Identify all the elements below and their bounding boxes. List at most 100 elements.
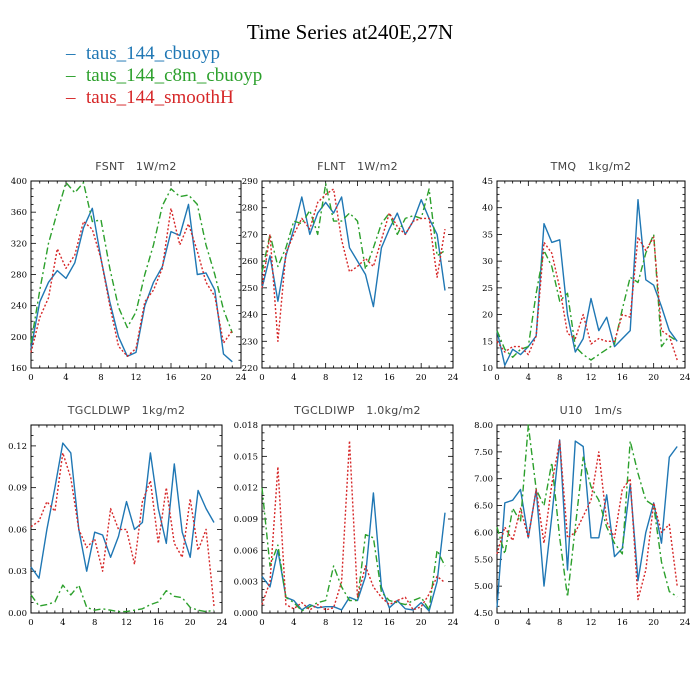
x-tick-label: 12: [586, 618, 597, 628]
x-tick-label: 24: [448, 373, 459, 383]
panel-title: TMQ 1kg/m2: [550, 160, 632, 173]
y-tick-label: 40: [482, 204, 493, 214]
y-tick-label: 360: [11, 208, 27, 218]
x-tick-label: 16: [384, 618, 395, 628]
y-tick-label: 0.003: [234, 578, 258, 588]
x-tick-label: 12: [352, 373, 363, 383]
x-tick-label: 8: [323, 618, 328, 628]
y-tick-label: 5.00: [474, 582, 493, 592]
y-tick-label: 0.006: [234, 546, 258, 556]
y-tick-label: 240: [11, 302, 27, 312]
series-line-taus-144-smoothh: [30, 452, 215, 607]
legend-item-c8m-cbuoyp: – taus_144_c8m_cbuoyp: [66, 65, 262, 87]
x-tick-label: 0: [259, 618, 264, 628]
series-line-taus-144-c8m-cbuoyp: [261, 182, 446, 272]
y-tick-label: 220: [242, 364, 258, 374]
x-tick-label: 0: [28, 618, 33, 628]
y-tick-label: 0.015: [234, 452, 258, 462]
series-line-taus-144-cbuoyp: [496, 198, 678, 366]
plot-frame: [30, 424, 223, 614]
chart-panel-1: FSNT 1W/m2 0 4 8 12 16 20 24 160 200 240 280 320 360 4…: [11, 160, 247, 383]
y-tick-label: 35: [482, 230, 493, 240]
chart-panel-3: TMQ 1kg/m2 0 4 8 12 16 20 24 10 15 20 25 30 35 40 45: [482, 160, 690, 383]
y-tick-label: 7.50: [474, 448, 493, 458]
y-tick-label: 6.00: [474, 528, 493, 538]
x-tick-label: 4: [60, 618, 65, 628]
legend-item-smoothh: – taus_144_smoothH: [66, 87, 234, 109]
y-tick-label: 320: [11, 239, 27, 249]
x-tick-label: 16: [617, 618, 628, 628]
x-tick-label: 4: [291, 618, 296, 628]
y-tick-label: 0.03: [8, 567, 27, 577]
x-tick-label: 20: [648, 373, 659, 383]
panel-title: FSNT 1W/m2: [95, 160, 176, 173]
y-tick-label: 30: [482, 257, 493, 267]
x-tick-label: 24: [680, 618, 691, 628]
series-line-taus-144-smoothh: [30, 207, 233, 357]
y-tick-label: 15: [482, 337, 493, 347]
x-tick-label: 20: [416, 373, 427, 383]
series-line-taus-144-smoothh: [261, 440, 446, 611]
x-tick-label: 4: [526, 373, 531, 383]
y-tick-label: 20: [482, 311, 493, 321]
x-tick-label: 4: [526, 618, 531, 628]
x-tick-label: 20: [185, 618, 196, 628]
series-line-taus-144-smoothh: [496, 236, 678, 361]
legend-item-cbuoyp: – taus_144_cbuoyp: [66, 43, 220, 65]
chart-panel-2: FLNT 1W/m2 0 4 8 12 16 20 24 220 230 240 250 260 270 2…: [242, 160, 459, 383]
series-line-taus-144-smoothh: [261, 188, 446, 342]
series-line-taus-144-cbuoyp: [261, 196, 446, 308]
x-tick-label: 4: [63, 373, 68, 383]
x-tick-label: 8: [92, 618, 97, 628]
y-tick-label: 0.018: [234, 421, 258, 431]
chart-panel-5: TGCLDIWP 1.0kg/m2 0 4 8 12 16 20 24 0.000 0.003 0.…: [234, 404, 459, 628]
y-tick-label: 0.00: [8, 609, 27, 619]
y-tick-label: 25: [482, 284, 493, 294]
y-tick-label: 8.00: [474, 421, 493, 431]
y-tick-label: 250: [242, 284, 258, 294]
x-tick-label: 8: [557, 373, 562, 383]
panel-title: FLNT 1W/m2: [317, 160, 398, 173]
series-line-taus-144-c8m-cbuoyp: [30, 584, 215, 613]
y-tick-label: 270: [242, 230, 258, 240]
legend-label-c8m-cbuoyp: taus_144_c8m_cbuoyp: [86, 65, 263, 86]
y-tick-label: 5.50: [474, 555, 493, 565]
series-line-taus-144-c8m-cbuoyp: [496, 233, 678, 361]
x-tick-label: 16: [166, 373, 177, 383]
x-tick-label: 0: [494, 373, 499, 383]
chart-panel-4: TGCLDLWP 1kg/m2 0 4 8 12 16 20 24 0.00 0.03 0.06 0.…: [8, 404, 227, 628]
y-tick-label: 400: [11, 177, 27, 187]
y-tick-label: 0.12: [8, 442, 27, 452]
legend-label-cbuoyp: taus_144_cbuoyp: [86, 43, 221, 64]
y-tick-label: 0.09: [8, 484, 27, 494]
x-tick-label: 16: [153, 618, 164, 628]
x-tick-label: 24: [236, 373, 247, 383]
y-tick-label: 7.00: [474, 475, 493, 485]
series-line-taus-144-cbuoyp: [30, 203, 233, 363]
y-tick-label: 4.50: [474, 609, 493, 619]
main-title: Time Series at240E,27N: [246, 20, 454, 44]
legend-label-smoothh: taus_144_smoothH: [86, 87, 234, 108]
x-tick-label: 12: [121, 618, 132, 628]
x-tick-label: 8: [98, 373, 103, 383]
x-tick-label: 8: [323, 373, 328, 383]
y-tick-label: 10: [482, 364, 493, 374]
x-tick-label: 20: [416, 618, 427, 628]
chart-panel-6: U10 1m/s 0 4 8 12 16 20 24 4.50 5.00 5.50 6.00 6.50 7…: [474, 404, 690, 628]
legend-swatch-cbuoyp: –: [66, 43, 76, 64]
y-tick-label: 0.06: [8, 525, 27, 535]
panel-title: TGCLDIWP 1.0kg/m2: [293, 404, 421, 417]
y-tick-label: 0.012: [234, 484, 258, 494]
x-tick-label: 24: [448, 618, 459, 628]
series-line-taus-144-c8m-cbuoyp: [30, 181, 233, 344]
x-tick-label: 8: [557, 618, 562, 628]
legend-swatch-smoothh: –: [66, 87, 76, 108]
x-tick-label: 20: [648, 618, 659, 628]
y-tick-label: 45: [482, 177, 493, 187]
series-line-taus-144-cbuoyp: [30, 442, 215, 579]
y-tick-label: 0.009: [234, 515, 258, 525]
legend-swatch-c8m-cbuoyp: –: [66, 65, 76, 86]
x-tick-label: 20: [201, 373, 212, 383]
series-line-taus-144-cbuoyp: [496, 439, 678, 608]
y-tick-label: 290: [242, 177, 258, 187]
